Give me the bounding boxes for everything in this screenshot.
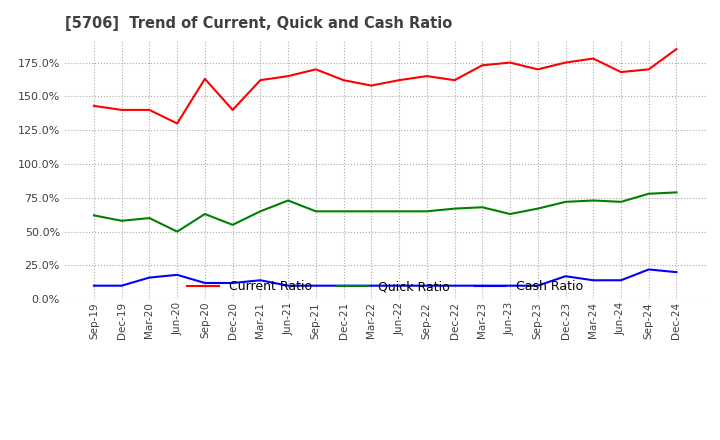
Quick Ratio	[505, 211, 514, 216]
Cash Ratio	[89, 283, 98, 288]
Quick Ratio	[561, 199, 570, 205]
Quick Ratio	[672, 190, 681, 195]
Current Ratio	[672, 47, 681, 52]
Quick Ratio	[228, 222, 237, 227]
Current Ratio	[616, 70, 625, 75]
Current Ratio	[644, 67, 653, 72]
Quick Ratio	[312, 209, 320, 214]
Current Ratio	[395, 77, 403, 83]
Current Ratio	[117, 107, 126, 113]
Current Ratio	[450, 77, 459, 83]
Current Ratio	[145, 107, 154, 113]
Current Ratio	[89, 103, 98, 109]
Cash Ratio	[173, 272, 181, 278]
Cash Ratio	[117, 283, 126, 288]
Quick Ratio	[145, 216, 154, 221]
Current Ratio	[201, 76, 210, 81]
Quick Ratio	[423, 209, 431, 214]
Cash Ratio	[423, 283, 431, 288]
Current Ratio	[367, 83, 376, 88]
Current Ratio	[589, 56, 598, 61]
Current Ratio	[312, 67, 320, 72]
Current Ratio	[256, 77, 265, 83]
Current Ratio	[534, 67, 542, 72]
Current Ratio	[561, 60, 570, 65]
Quick Ratio	[367, 209, 376, 214]
Cash Ratio	[478, 283, 487, 288]
Line: Current Ratio: Current Ratio	[94, 49, 677, 124]
Text: [5706]  Trend of Current, Quick and Cash Ratio: [5706] Trend of Current, Quick and Cash …	[65, 16, 452, 32]
Line: Quick Ratio: Quick Ratio	[94, 192, 677, 231]
Quick Ratio	[478, 205, 487, 210]
Cash Ratio	[201, 280, 210, 286]
Quick Ratio	[173, 229, 181, 234]
Quick Ratio	[201, 211, 210, 216]
Quick Ratio	[339, 209, 348, 214]
Cash Ratio	[672, 270, 681, 275]
Quick Ratio	[89, 213, 98, 218]
Quick Ratio	[589, 198, 598, 203]
Quick Ratio	[395, 209, 403, 214]
Line: Cash Ratio: Cash Ratio	[94, 269, 677, 286]
Cash Ratio	[616, 278, 625, 283]
Quick Ratio	[256, 209, 265, 214]
Cash Ratio	[561, 274, 570, 279]
Quick Ratio	[616, 199, 625, 205]
Legend: Current Ratio, Quick Ratio, Cash Ratio: Current Ratio, Quick Ratio, Cash Ratio	[182, 275, 588, 298]
Cash Ratio	[339, 283, 348, 288]
Current Ratio	[423, 73, 431, 79]
Cash Ratio	[505, 283, 514, 288]
Current Ratio	[339, 77, 348, 83]
Quick Ratio	[644, 191, 653, 196]
Current Ratio	[284, 73, 292, 79]
Cash Ratio	[589, 278, 598, 283]
Quick Ratio	[534, 206, 542, 211]
Quick Ratio	[117, 218, 126, 224]
Cash Ratio	[228, 280, 237, 286]
Cash Ratio	[256, 278, 265, 283]
Quick Ratio	[450, 206, 459, 211]
Quick Ratio	[284, 198, 292, 203]
Cash Ratio	[367, 283, 376, 288]
Cash Ratio	[644, 267, 653, 272]
Current Ratio	[505, 60, 514, 65]
Current Ratio	[478, 62, 487, 68]
Cash Ratio	[145, 275, 154, 280]
Cash Ratio	[284, 283, 292, 288]
Current Ratio	[173, 121, 181, 126]
Cash Ratio	[312, 283, 320, 288]
Cash Ratio	[534, 283, 542, 288]
Current Ratio	[228, 107, 237, 113]
Cash Ratio	[395, 283, 403, 288]
Cash Ratio	[450, 283, 459, 288]
